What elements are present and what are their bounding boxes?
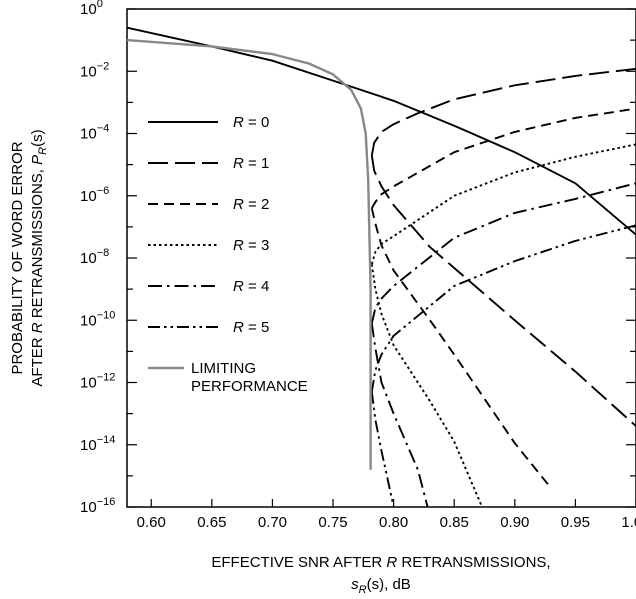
- y-tick-label: 10−16: [80, 496, 115, 516]
- x-tick-label: 0.70: [258, 514, 287, 531]
- series-line: [370, 224, 636, 392]
- legend-label-limiting-line1: LIMITING: [191, 360, 256, 377]
- y-tick-label: 10−14: [80, 434, 115, 454]
- x-tick-label: 1.00: [621, 514, 636, 531]
- axis-ticks: 0.60 0.65 0.70 0.75 0.80 0.85 0.90 0.95 1.00 100 1…: [80, 0, 636, 531]
- plot-frame: [126, 8, 636, 508]
- y-axis-title-line2: AFTER R RETRANSMISSIONS, PR(s): [29, 129, 49, 386]
- series-line-lower-branch: [370, 207, 552, 489]
- series-line: [126, 38, 372, 470]
- x-tick-label: 0.75: [318, 514, 347, 531]
- series-line: [370, 107, 636, 209]
- y-tick-label: 10−10: [80, 309, 115, 329]
- series-line-lower-branch: [370, 323, 429, 508]
- y-tick-label: 10−12: [80, 372, 115, 392]
- legend-label: R = 2: [233, 196, 269, 213]
- legend-label: R = 5: [233, 319, 269, 336]
- y-tick-label: 100: [80, 0, 103, 18]
- series-line: [126, 26, 636, 236]
- series-line-lower-branch: [370, 155, 636, 427]
- series-line: [370, 143, 636, 265]
- series-line: [370, 67, 636, 156]
- x-tick-label: 0.95: [561, 514, 590, 531]
- y-tick-label: 10−6: [80, 185, 109, 205]
- y-tick-label: 10−4: [80, 123, 109, 143]
- x-axis-title-line2: sR(s), dB: [351, 576, 411, 596]
- series-line: [370, 182, 636, 324]
- legend: R = 0 R = 1 R = 2 R = 3 R = 4 R = 5 LIMITINGPE…: [148, 114, 308, 395]
- legend-label-limiting-line2: PERFORMANCE: [191, 378, 308, 395]
- legend-label: R = 1: [233, 155, 269, 172]
- series-line-lower-branch: [370, 264, 483, 508]
- x-tick-label: 0.85: [440, 514, 469, 531]
- y-tick-label: 10−8: [80, 247, 109, 267]
- x-tick-label: 0.80: [379, 514, 408, 531]
- legend-label: R = 0: [233, 114, 269, 131]
- y-axis-title-line1: PROBABILITY OF WORD ERROR: [9, 141, 26, 374]
- series-line-lower-branch: [370, 391, 395, 508]
- x-tick-label: 0.65: [197, 514, 226, 531]
- x-axis-title: EFFECTIVE SNR AFTER R RETRANSMISSIONS,: [211, 554, 550, 571]
- x-tick-label: 0.60: [137, 514, 166, 531]
- legend-label: R = 4: [233, 278, 269, 295]
- series-curves: [126, 26, 636, 508]
- y-tick-label: 10−2: [80, 60, 109, 80]
- x-tick-label: 0.90: [500, 514, 529, 531]
- legend-label: R = 3: [233, 237, 269, 254]
